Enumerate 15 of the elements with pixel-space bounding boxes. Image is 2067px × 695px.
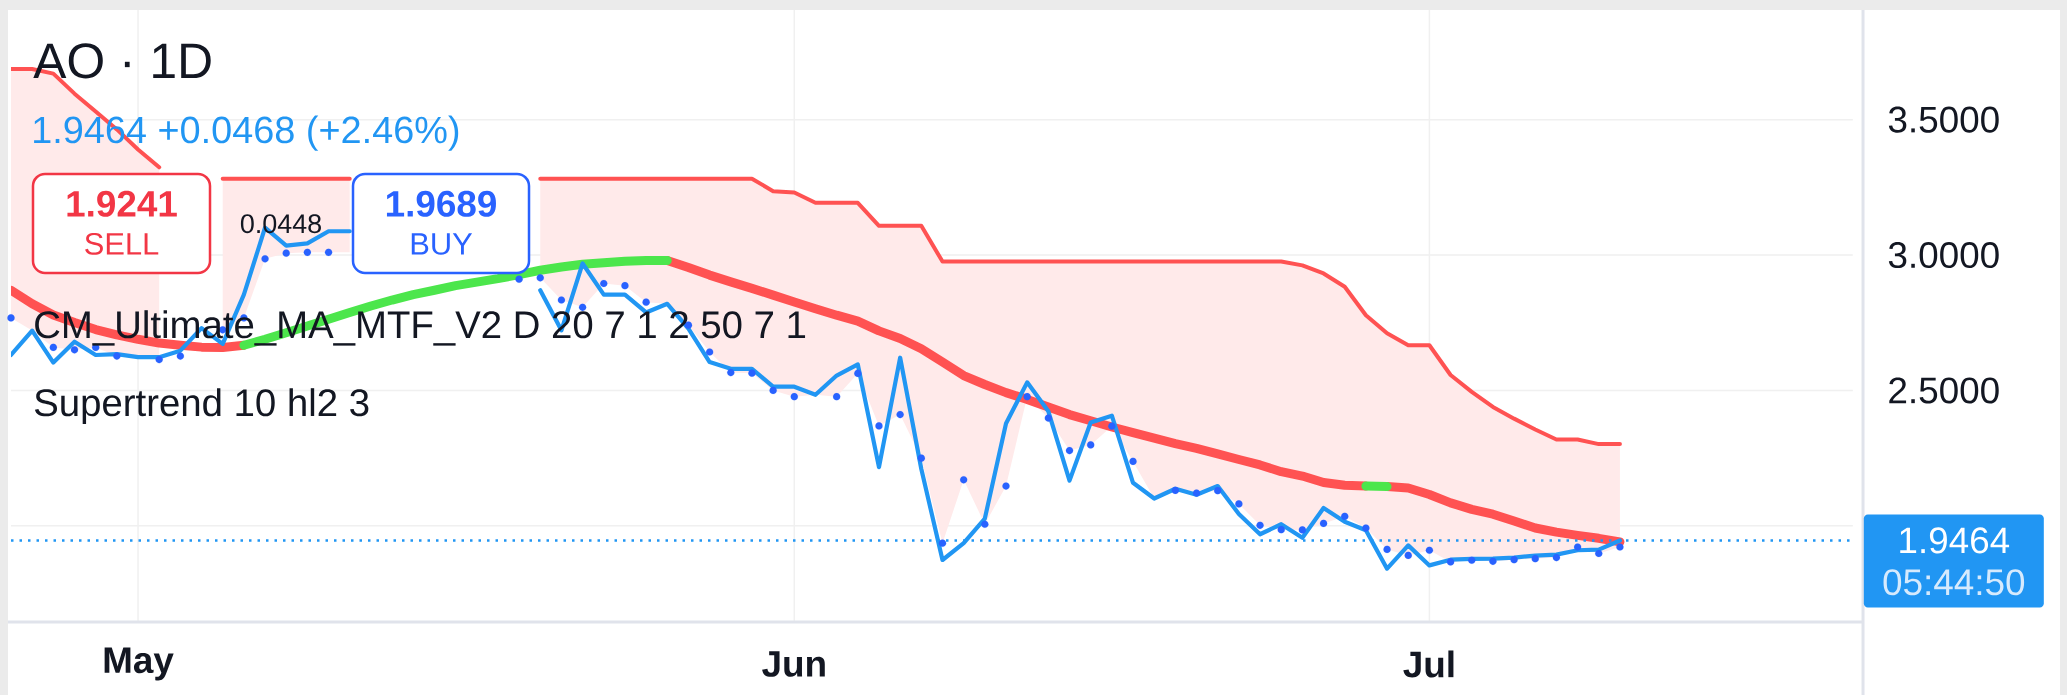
y-tick-label: 2.5000 (1889, 377, 1999, 404)
annotation: 0.0448 (240, 214, 321, 234)
text: 05:44:50 (1883, 569, 2025, 596)
x-tick-label: Jun (762, 651, 825, 677)
ref-line-label: 1.9464 (1900, 527, 2010, 554)
y-tick-label: 3.0000 (1888, 242, 1999, 269)
annotation: 1.9241 (67, 190, 177, 217)
x-tick-label: Jul (1403, 650, 1454, 678)
annotation: 1.9689 (386, 190, 496, 217)
annotation: Supertrend 10 hl2 3 (34, 388, 369, 424)
y-tick-label: 3.5000 (1888, 106, 1999, 133)
x-tick-label: May (104, 647, 174, 681)
annotation: BUY (411, 233, 473, 255)
annotation: SELL (85, 232, 159, 255)
text: AO · 1D (33, 43, 211, 79)
